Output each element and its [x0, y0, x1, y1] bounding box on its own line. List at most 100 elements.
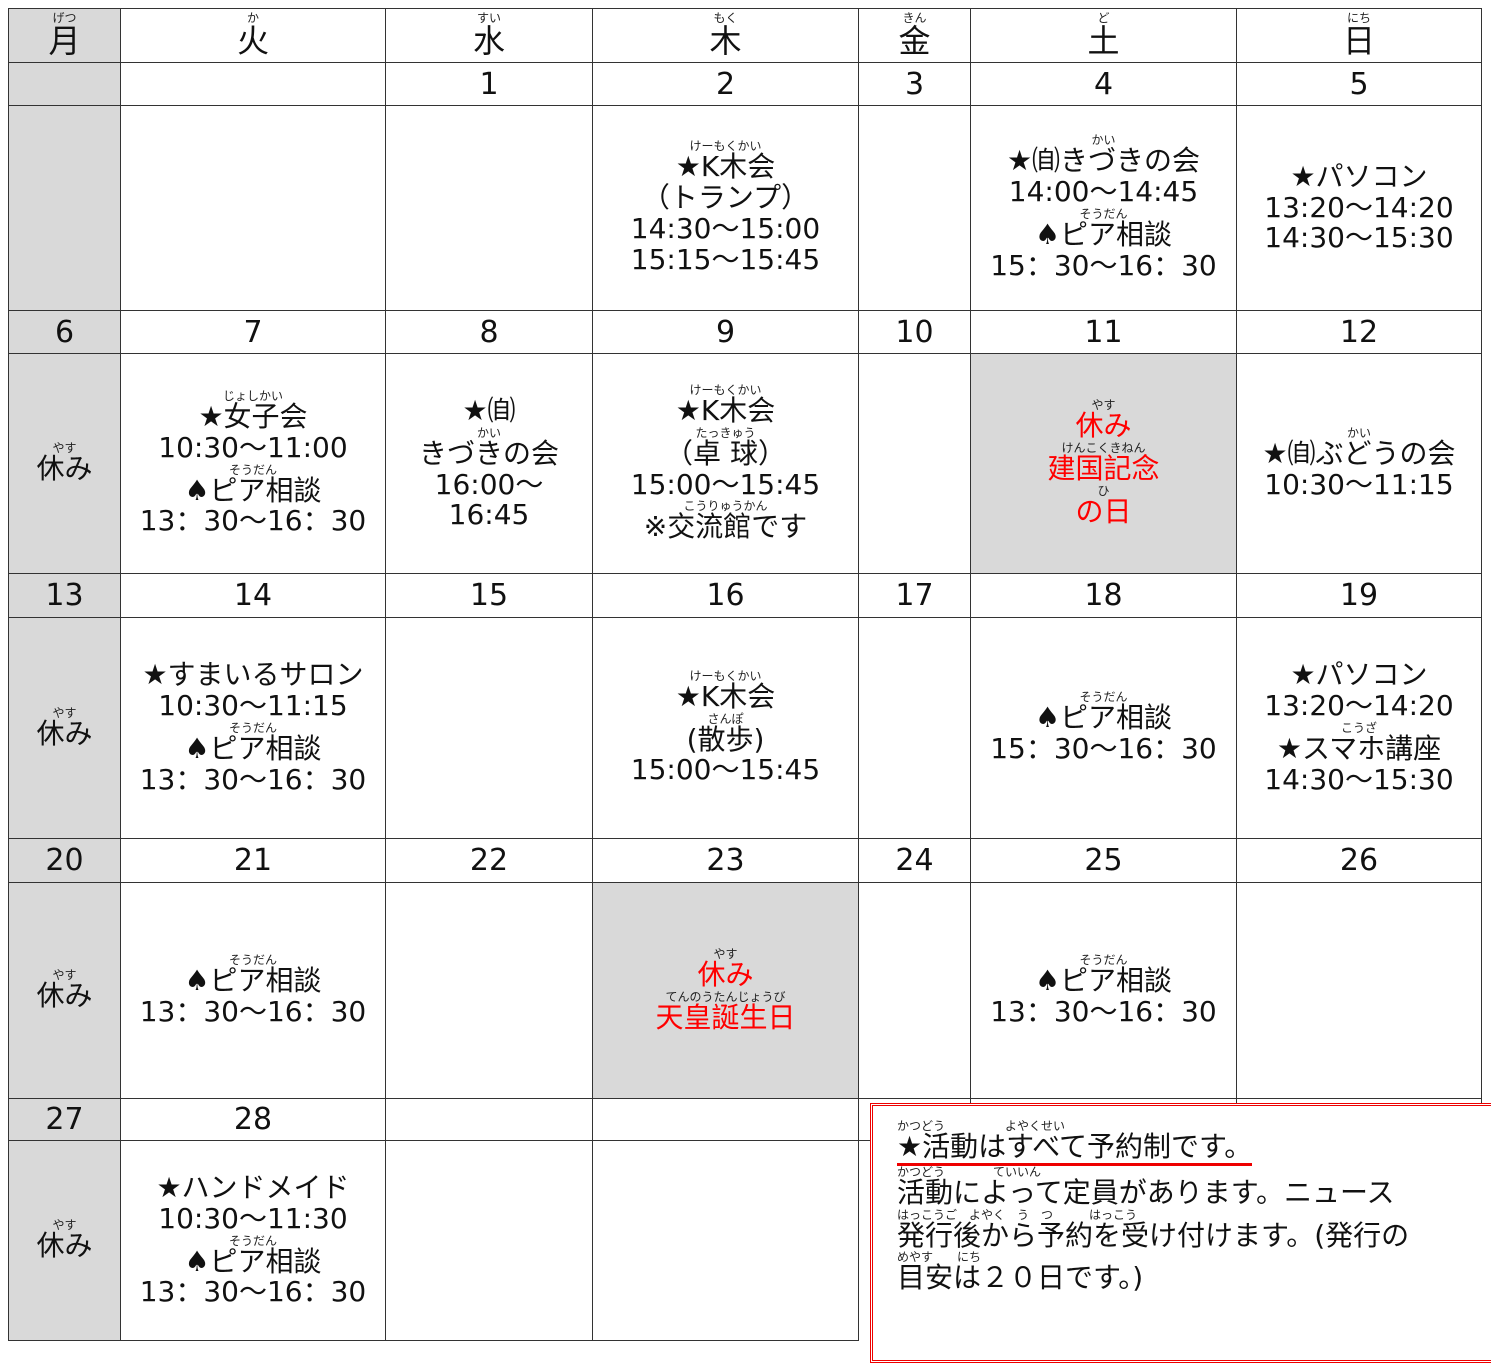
- text: 休み: [36, 716, 93, 750]
- day-header: きん金: [858, 8, 971, 63]
- date-cell: 12: [1236, 310, 1482, 354]
- date-number: 23: [706, 843, 745, 878]
- furigana: やす: [52, 1218, 77, 1233]
- furigana: てんのうたんじょうび: [665, 989, 786, 1004]
- furigana: か: [246, 10, 259, 25]
- text-line: 13：30～16：30: [140, 505, 367, 537]
- furigana: そうだん: [1079, 690, 1128, 705]
- day-cell: [120, 105, 386, 311]
- text-line: はっこうご よやく う つ はっこう 発行後から予約を受け付けます。(発行の: [897, 1209, 1483, 1252]
- text-line: 13:20～14:20: [1264, 690, 1453, 722]
- day-cell: ★ハンドメイド 10:30～11:30 そうだん ♠ピア相談 13：30～16：30: [120, 1140, 386, 1341]
- text: 15：30～16：30: [990, 732, 1217, 765]
- furigana: そうだん: [228, 721, 277, 735]
- date-number: 18: [1084, 578, 1123, 613]
- text-line: げつ月: [48, 12, 80, 59]
- furigana: かい: [476, 425, 501, 440]
- text: 10:30～11:30: [158, 1201, 348, 1235]
- furigana: にち: [1346, 10, 1371, 25]
- text-line: じょしかい ★女子会: [198, 390, 307, 433]
- date-number: 28: [233, 1102, 273, 1137]
- text-line: めやす にち 目安は２０日です。): [897, 1251, 1483, 1294]
- text: ♠ピア相談: [184, 963, 322, 997]
- text: 火: [236, 21, 269, 60]
- text: ★㉂ぶどうの会: [1262, 436, 1456, 470]
- furigana: はっこうご よやく う つ はっこう: [897, 1207, 1138, 1222]
- text-line: 13：30～16：30: [140, 996, 367, 1028]
- text-line: か火: [237, 12, 269, 59]
- text: ♠ピア相談: [1034, 218, 1173, 251]
- date-number: 5: [1349, 66, 1369, 102]
- note-box: かつどう よやくせい ★活動はすべて予約制です。 かつどう ていいん 活動によって定員…: [870, 1103, 1491, 1363]
- date-cell: 24: [858, 838, 971, 883]
- text: 木: [709, 21, 742, 60]
- day-header: げつ月: [8, 8, 121, 63]
- date-number: 7: [243, 314, 263, 350]
- day-cell: [858, 617, 971, 839]
- date-number: 27: [45, 1102, 84, 1137]
- day-cell: [858, 882, 971, 1099]
- date-cell: 20: [8, 838, 121, 883]
- date-cell: [592, 1098, 859, 1141]
- text-line: そうだん ♠ピア相談: [184, 954, 321, 997]
- text: ★スマホ講座: [1276, 732, 1442, 765]
- furigana: ど: [1097, 10, 1110, 25]
- furigana: やす: [713, 946, 738, 961]
- text: ★パソコン: [1290, 159, 1428, 193]
- day-cell: そうだん ♠ピア相談 15：30～16：30: [970, 617, 1237, 839]
- text-line: けーもくかい ★K木会: [676, 670, 775, 713]
- furigana: やす: [52, 968, 77, 983]
- furigana: けんこくきねん: [1061, 441, 1146, 456]
- furigana: けーもくかい: [689, 668, 762, 683]
- text: 天皇誕生日: [655, 1000, 796, 1034]
- date-cell: 19: [1236, 573, 1482, 618]
- date-cell: 1: [385, 62, 593, 106]
- text-line: やす 休み: [36, 707, 92, 750]
- date-number: 17: [895, 578, 934, 613]
- text: 日: [1342, 21, 1375, 60]
- text-line: （トランプ）: [642, 182, 809, 214]
- text: 13：30～16：30: [990, 994, 1217, 1028]
- text: 10:30～11:15: [1264, 467, 1454, 501]
- date-number: 3: [904, 66, 925, 102]
- date-cell: 17: [858, 573, 971, 618]
- text: ★㉂: [462, 393, 516, 427]
- text-line: 10:30～11:00: [158, 432, 347, 464]
- text-line: ひの日: [1075, 485, 1131, 528]
- furigana: かい: [1346, 425, 1371, 440]
- date-cell: [385, 1098, 593, 1141]
- text: ★K木会: [675, 150, 776, 184]
- text-line: やす 休み: [1075, 399, 1131, 442]
- text-line: かい きづきの会: [419, 427, 559, 470]
- text: ♠ピア相談: [184, 473, 322, 507]
- text-line: そうだん ♠ピア相談: [184, 722, 321, 765]
- text-line: 16:00～: [435, 469, 544, 501]
- date-number: 14: [233, 578, 273, 613]
- day-header: ど土: [970, 8, 1237, 63]
- text: ♠ピア相談: [1034, 963, 1173, 997]
- text: 休み: [1075, 409, 1132, 443]
- date-cell: 16: [592, 573, 859, 618]
- furigana: けーもくかい: [689, 382, 762, 397]
- day-header: もく木: [592, 8, 859, 63]
- date-cell: 27: [8, 1098, 121, 1141]
- furigana: めやす にち: [897, 1250, 982, 1265]
- day-header: にち日: [1236, 8, 1482, 63]
- text: 15:00～15:45: [630, 467, 821, 501]
- text: 月: [48, 21, 81, 60]
- text: 15：30～16：30: [990, 248, 1217, 282]
- date-cell: 2: [592, 62, 859, 106]
- day-cell: やす 休み: [8, 617, 121, 839]
- text-line: けーもくかい ★K木会: [676, 140, 775, 183]
- furigana: やす: [52, 705, 77, 720]
- text-line: けーもくかい ★K木会: [676, 384, 775, 427]
- text: ★女子会: [198, 399, 308, 433]
- date-cell: [120, 62, 386, 106]
- text-line: けんこくきねん 建国記念: [1047, 442, 1159, 485]
- date-number: 21: [233, 843, 273, 878]
- text: 金: [898, 21, 931, 60]
- text: ★K木会: [675, 679, 776, 713]
- text-line: 10:30～11:30: [158, 1201, 348, 1235]
- date-number: 12: [1339, 314, 1379, 350]
- date-cell: 25: [970, 838, 1237, 883]
